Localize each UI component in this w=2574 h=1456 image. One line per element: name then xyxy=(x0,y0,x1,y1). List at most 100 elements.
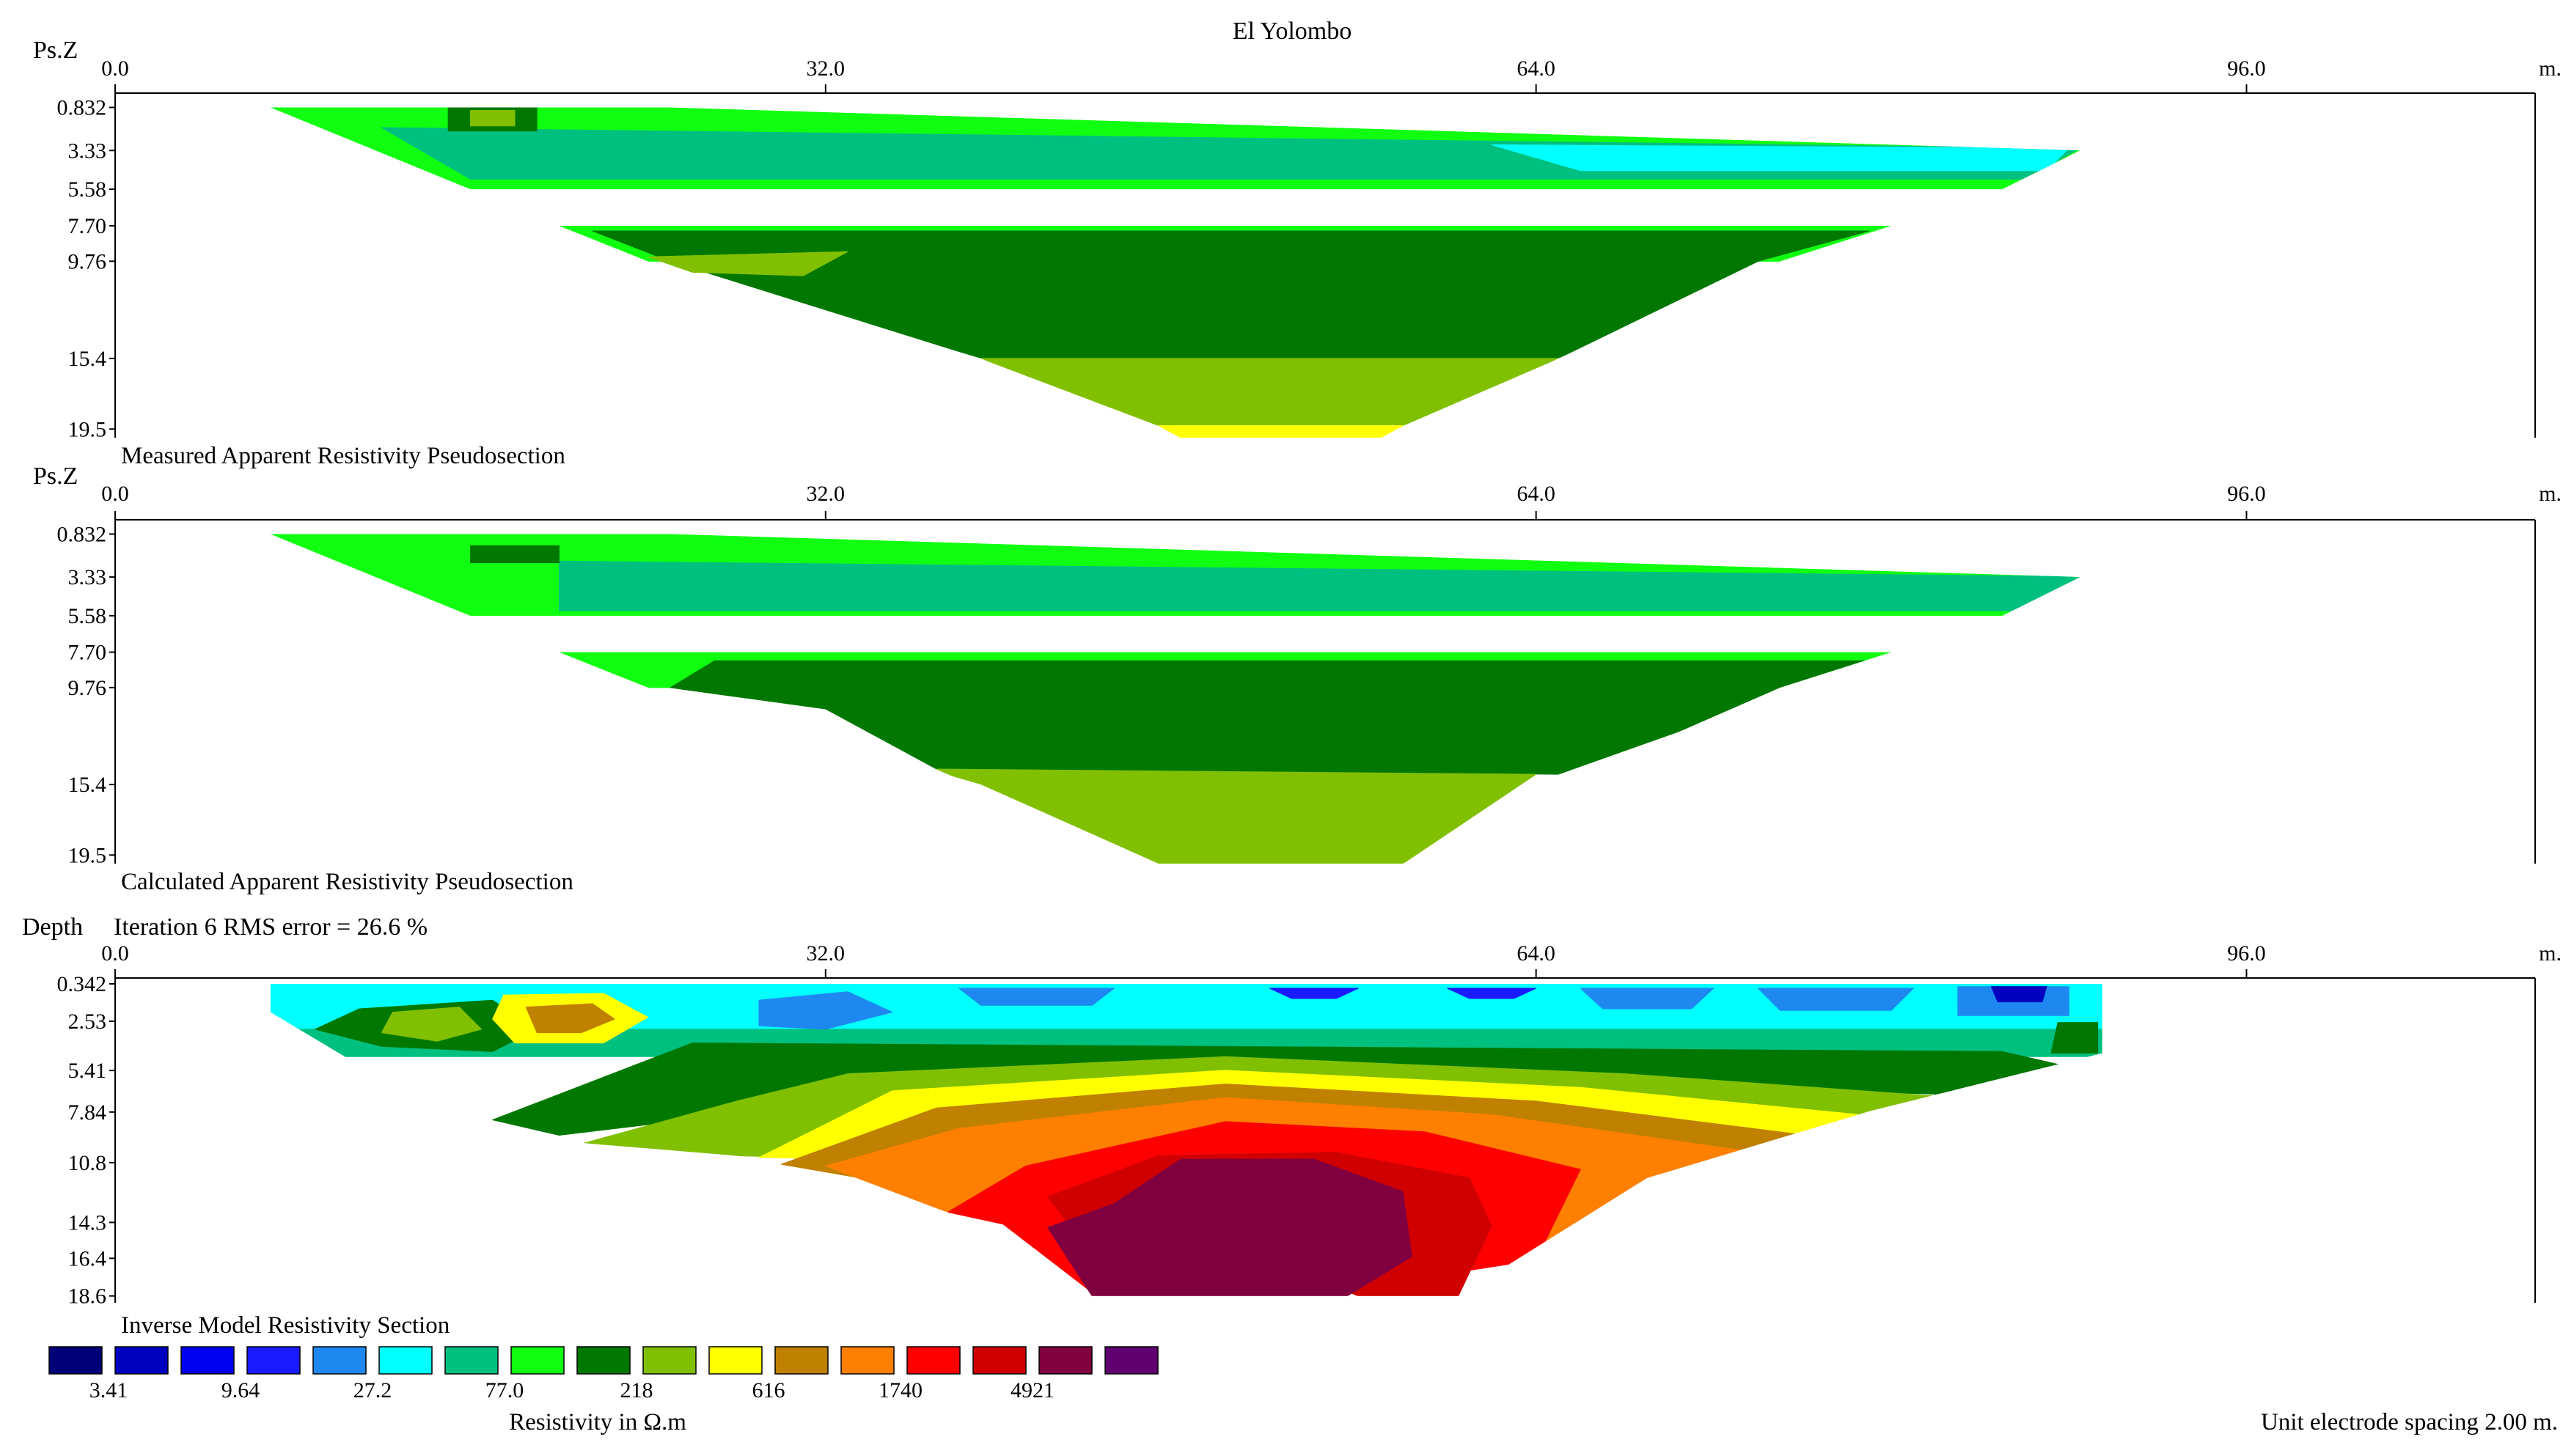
panel-calculated: 0.0 32.0 64.0 96.0 m. 0.832 3.33 5.58 7.70 9.76 15… xyxy=(33,463,2562,895)
legend-color-box xyxy=(246,1346,301,1375)
legend-color-box xyxy=(1104,1346,1159,1375)
legend-color-box xyxy=(576,1346,631,1375)
y-tick-label: 0.832 xyxy=(57,523,107,547)
x-tick-label: 32.0 xyxy=(807,482,846,506)
x-tick-label: 0.0 xyxy=(101,482,129,506)
section-layers xyxy=(270,984,2102,1296)
x-tick-label: 32.0 xyxy=(807,56,846,81)
resistivity-zone xyxy=(1757,988,1914,1011)
legend-value-label: 27.2 xyxy=(353,1378,392,1402)
legend-value-label: 616 xyxy=(752,1378,785,1402)
x-tick-label: 64.0 xyxy=(1517,482,1555,506)
y-tick-label: 0.832 xyxy=(57,96,107,120)
legend-color-box xyxy=(1038,1346,1093,1375)
legend-value-label: 3.41 xyxy=(89,1378,128,1402)
legend-color-box xyxy=(708,1346,763,1375)
legend-color-box xyxy=(48,1346,103,1375)
x-tick-label: 32.0 xyxy=(807,941,846,966)
legend-value-label: 1740 xyxy=(879,1378,923,1402)
y-tick-label: 7.70 xyxy=(68,641,107,665)
y-tick-label: 18.6 xyxy=(68,1284,107,1309)
y-tick-label: 19.5 xyxy=(68,843,107,867)
resistivity-zone xyxy=(1269,988,1359,999)
y-tick-label: 16.4 xyxy=(68,1246,107,1271)
legend-title: Resistivity in Ω.m xyxy=(509,1409,686,1435)
legend-value-label: 218 xyxy=(620,1378,653,1402)
legend-color-box xyxy=(312,1346,367,1375)
y-tick-label: 3.33 xyxy=(68,565,107,589)
legend-color-box xyxy=(180,1346,235,1375)
y-tick-label: 0.342 xyxy=(57,972,107,996)
y-axis-label: Depth xyxy=(22,913,83,941)
y-tick-label: 2.53 xyxy=(68,1010,107,1034)
y-tick-label: 15.4 xyxy=(68,773,107,797)
y-tick-label: 7.84 xyxy=(68,1100,107,1125)
legend-color-box xyxy=(378,1346,433,1375)
y-tick-label: 14.3 xyxy=(68,1210,107,1235)
panel-caption: Measured Apparent Resistivity Pseudosect… xyxy=(121,443,565,469)
resistivity-zone xyxy=(648,251,848,276)
y-axis-label: Ps.Z xyxy=(33,463,78,490)
legend-value-label: 77.0 xyxy=(485,1378,524,1402)
iteration-rms-text: Iteration 6 RMS error = 26.6 % xyxy=(114,913,428,941)
resistivity-zone xyxy=(980,358,1559,426)
x-tick-label: 0.0 xyxy=(101,941,129,966)
y-tick-label: 9.76 xyxy=(68,676,107,700)
x-unit-label: m. xyxy=(2539,56,2562,81)
y-tick-label: 5.58 xyxy=(68,604,107,628)
section-layers xyxy=(270,534,2080,864)
y-tick-label: 19.5 xyxy=(68,417,107,441)
y-tick-label: 3.33 xyxy=(68,139,107,163)
legend-value-label: 9.64 xyxy=(221,1378,260,1402)
y-axis-label: Ps.Z xyxy=(33,37,78,64)
x-tick-label: 0.0 xyxy=(101,56,129,81)
resistivity-zone xyxy=(1491,144,2069,172)
resistivity-zone xyxy=(592,230,1870,359)
legend-color-box xyxy=(444,1346,499,1375)
resistivity-zone xyxy=(1447,988,1537,999)
resistivity-zone xyxy=(1047,1158,1412,1296)
x-unit-label: m. xyxy=(2539,941,2562,966)
resistivity-legend: 3.41 9.64 27.2 77.0 218 616 1740 4921 xyxy=(48,1346,1159,1402)
resistivity-zone xyxy=(469,110,516,127)
x-tick-label: 64.0 xyxy=(1517,56,1555,81)
y-tick-label: 5.58 xyxy=(68,177,107,202)
resistivity-zone xyxy=(525,1003,615,1034)
x-tick-label: 96.0 xyxy=(2227,482,2266,506)
resistivity-zone xyxy=(559,560,2080,611)
resistivity-zone xyxy=(2050,1022,2099,1054)
y-tick-label: 10.8 xyxy=(68,1151,107,1175)
panel-caption: Inverse Model Resistivity Section xyxy=(121,1312,450,1339)
y-tick-label: 9.76 xyxy=(68,249,107,273)
y-tick-label: 15.4 xyxy=(68,347,107,371)
x-tick-label: 96.0 xyxy=(2227,941,2266,966)
section-layers xyxy=(270,107,2080,438)
resistivity-zone xyxy=(1580,988,1715,1010)
x-tick-label: 96.0 xyxy=(2227,56,2266,81)
resistivity-zone xyxy=(469,545,560,564)
resistivity-zone xyxy=(670,660,1870,775)
x-tick-label: 64.0 xyxy=(1517,941,1555,966)
resistivity-zone xyxy=(1990,986,2047,1003)
resistivity-zone xyxy=(936,768,1537,864)
legend-value-label: 4921 xyxy=(1011,1378,1055,1402)
legend-color-box xyxy=(840,1346,895,1375)
legend-color-box xyxy=(774,1346,829,1375)
x-unit-label: m. xyxy=(2539,482,2562,506)
resistivity-zone xyxy=(381,1007,482,1042)
chart-title: El Yolombo xyxy=(1233,18,1352,45)
panel-caption: Calculated Apparent Resistivity Pseudose… xyxy=(121,869,573,895)
legend-color-box xyxy=(510,1346,565,1375)
resistivity-zone xyxy=(1158,425,1404,438)
panel-inverse: 0.0 32.0 64.0 96.0 m. 0.342 2.53 5.41 7.84 10.8 14… xyxy=(22,913,2562,1339)
legend-color-box xyxy=(972,1346,1027,1375)
unit-electrode-spacing: Unit electrode spacing 2.00 m. xyxy=(2261,1409,2558,1435)
panel-measured: 0.0 32.0 64.0 96.0 m. 0.832 3.33 5.58 7.70 9.76 15… xyxy=(33,37,2562,469)
legend-color-box xyxy=(906,1346,961,1375)
y-tick-label: 7.70 xyxy=(68,214,107,238)
legend-color-box xyxy=(642,1346,697,1375)
panels: 0.0 32.0 64.0 96.0 m. 0.832 3.33 5.58 7.70 9.76 15… xyxy=(22,37,2562,1339)
resistivity-zone xyxy=(958,988,1115,1006)
legend-color-box xyxy=(114,1346,169,1375)
